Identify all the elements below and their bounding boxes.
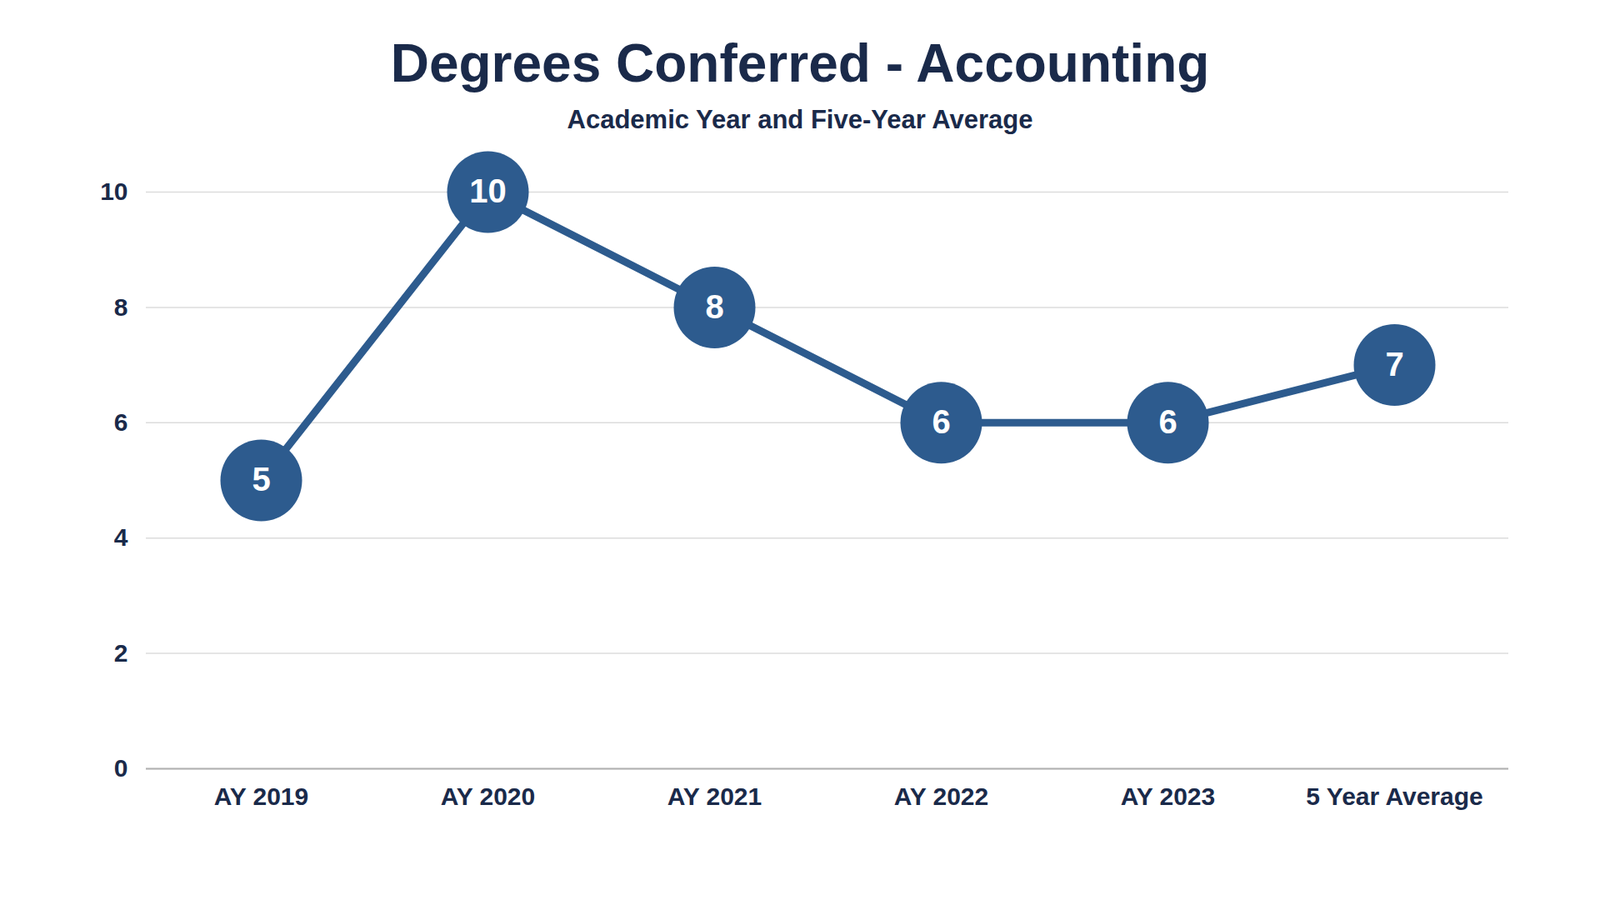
svg-text:4: 4	[114, 523, 129, 551]
svg-text:10: 10	[100, 177, 128, 205]
svg-text:6: 6	[1158, 403, 1177, 440]
svg-text:5 Year Average: 5 Year Average	[1305, 782, 1483, 810]
svg-text:AY 2019: AY 2019	[214, 782, 309, 810]
svg-text:2: 2	[114, 639, 129, 667]
svg-text:10: 10	[469, 172, 507, 210]
svg-text:8: 8	[114, 293, 129, 321]
svg-text:AY 2023: AY 2023	[1120, 782, 1215, 810]
svg-text:0: 0	[114, 754, 129, 782]
svg-text:7: 7	[1385, 345, 1404, 383]
svg-text:8: 8	[705, 288, 724, 325]
html-text:Academic Year and Five-Year Av: Academic Year and Five-Year Average	[567, 105, 1033, 135]
svg-text:6: 6	[931, 403, 950, 440]
svg-text:AY 2020: AY 2020	[440, 782, 535, 810]
svg-text:AY 2021: AY 2021	[667, 782, 762, 810]
svg-text:6: 6	[114, 408, 129, 436]
svg-text:5: 5	[251, 460, 270, 498]
html-text:Degrees Conferred - Accounting: Degrees Conferred - Accounting	[390, 33, 1210, 94]
svg-text:AY 2022: AY 2022	[894, 782, 989, 810]
